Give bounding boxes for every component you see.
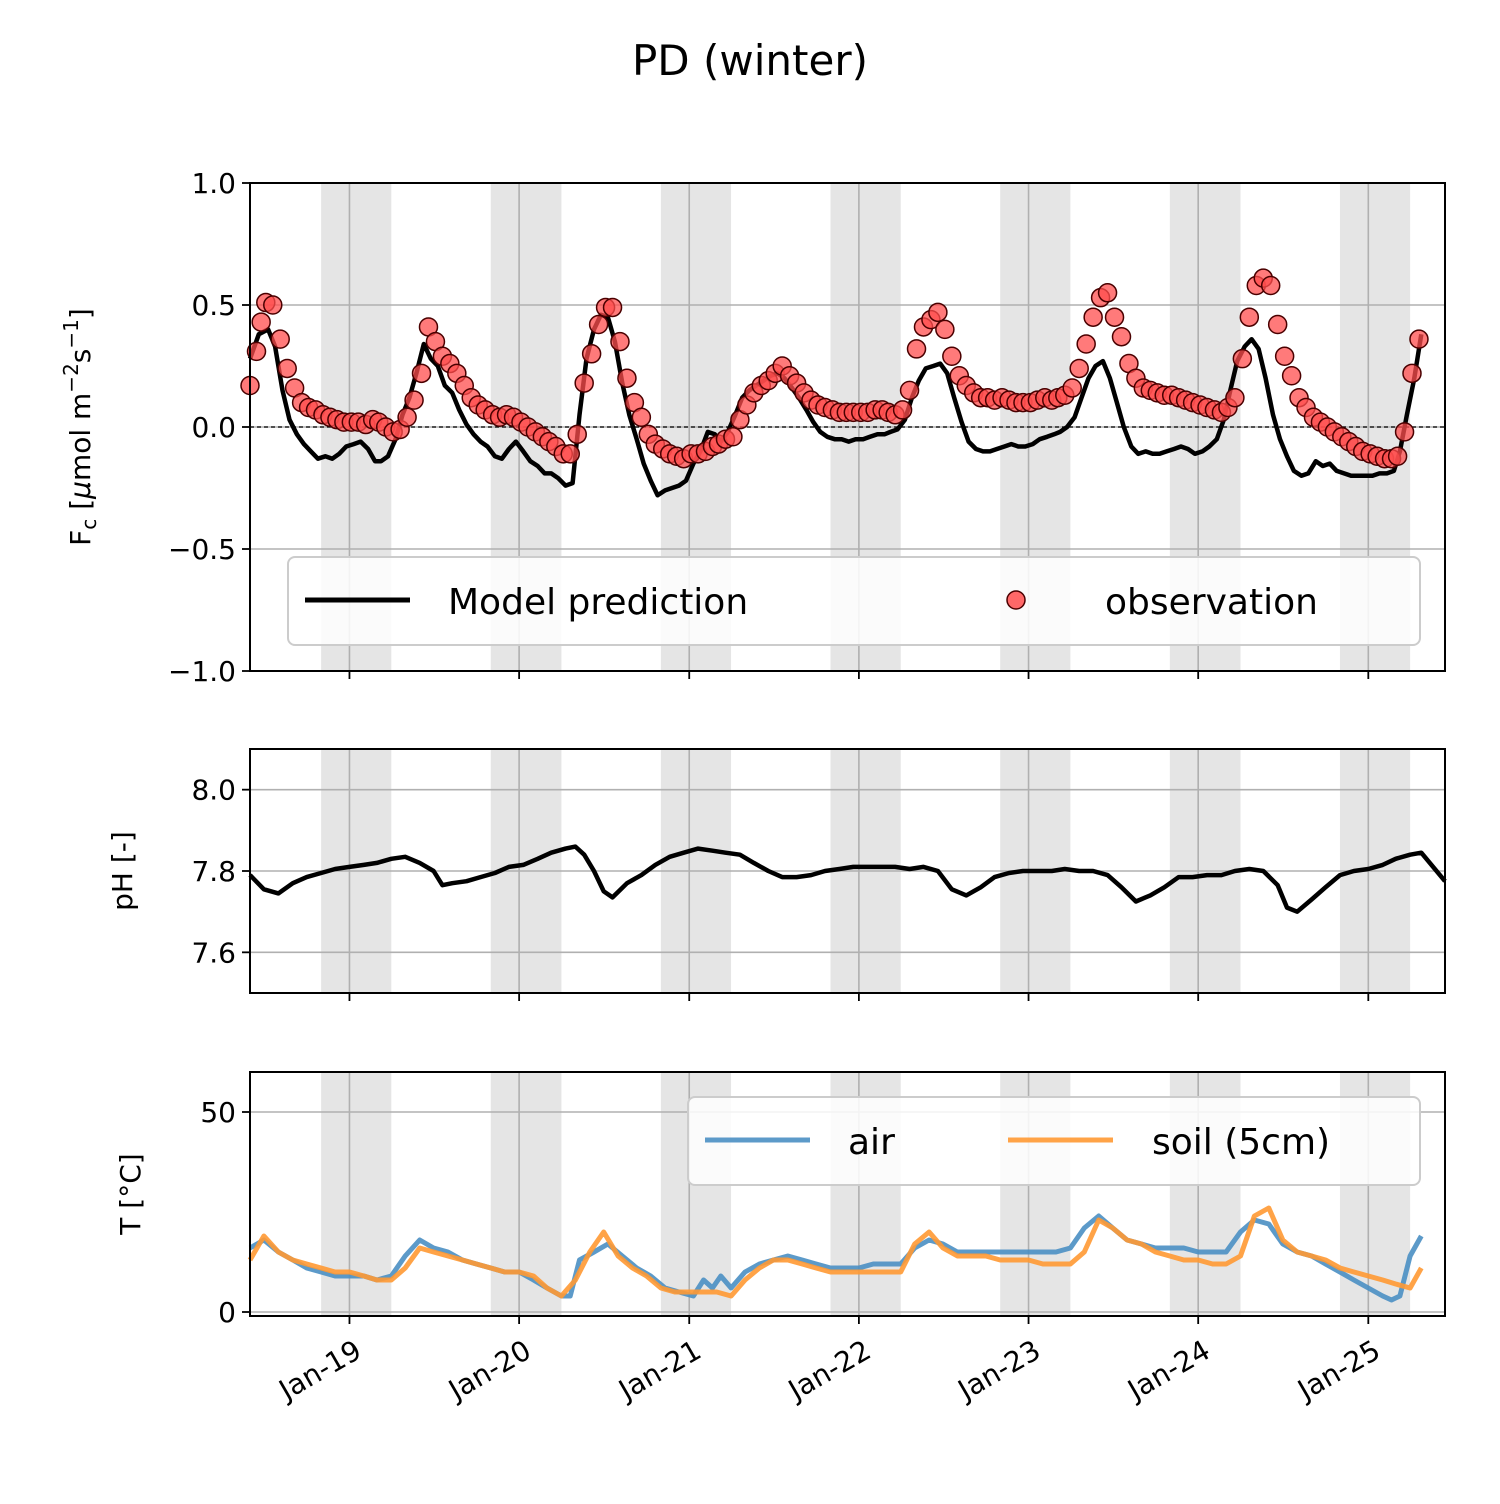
fc-observation-point-99	[935, 319, 955, 340]
fc-observation-point-148	[1281, 366, 1302, 386]
fc-panel: −1.0 −0.5 0.0 0.5 1.0 Fc [μmol m−2s−1] Model…	[59, 167, 1446, 688]
fc-observation-point-123	[1104, 307, 1125, 327]
temperature-legend-soil-label: soil (5cm)	[1152, 1122, 1330, 1163]
fc-observation-point-145	[1260, 275, 1281, 296]
fc-observation-point-94	[899, 380, 920, 401]
temperature-axes-frame	[249, 1071, 1446, 1317]
fc-observation-point-119	[1076, 334, 1096, 354]
fc-observation-point-50	[588, 314, 609, 335]
fc-observation-point-164	[1394, 422, 1415, 442]
temperature-legend: air soil (5cm)	[687, 1096, 1421, 1186]
fc-legend-box	[287, 556, 1421, 646]
fc-observation-point-163	[1387, 446, 1408, 467]
ph-series-0-line	[248, 844, 1447, 914]
fc-observation-point-140	[1225, 387, 1245, 408]
temperature-winter-band-1	[490, 1072, 562, 1316]
fc-observation-point-147	[1274, 346, 1295, 366]
fc-ytick-label-2: 0.0	[191, 411, 236, 444]
fc-observation-point-56	[631, 407, 652, 427]
fc-legend-observation-label: observation	[1105, 582, 1318, 623]
ph-ytick-label-1: 7.8	[191, 855, 236, 888]
fc-observation-point-120	[1083, 307, 1103, 327]
fc-observation-point-146	[1267, 314, 1288, 335]
fc-observation-point-5	[270, 329, 290, 349]
ph-ytick-label-0: 7.6	[191, 936, 236, 969]
fc-ytick-label-4: 1.0	[191, 167, 236, 200]
fc-observation-point-166	[1409, 329, 1429, 349]
fc-observation-point-47	[567, 424, 587, 445]
fc-observation-point-69	[723, 427, 743, 447]
ph-yticks: 7.6 7.8 8.0	[191, 774, 250, 969]
fc-observation-point-117	[1062, 378, 1082, 398]
fc-observation-point-23	[397, 407, 417, 427]
fc-observation-point-124	[1111, 326, 1132, 347]
fc-ytick-label-0: −1.0	[168, 655, 236, 688]
fc-observation-point-142	[1239, 307, 1260, 327]
fc-legend: Model prediction observation	[287, 556, 1421, 646]
fc-observation-point-118	[1069, 358, 1089, 379]
fc-observation-point-2	[251, 312, 271, 332]
fc-xticks	[348, 671, 1370, 679]
fc-series	[240, 268, 1429, 498]
fc-observation-point-165	[1402, 363, 1422, 384]
fc-observation-point-49	[581, 344, 602, 364]
fc-observation-point-1	[246, 341, 267, 362]
fc-observation-point-93	[892, 400, 913, 420]
fc-observation-point-100	[942, 346, 962, 366]
temperature-series	[247, 1205, 1424, 1303]
fc-observation-point-122	[1097, 283, 1118, 303]
temperature-soil-5cm-line	[247, 1205, 1424, 1299]
temperature-yticks: 0 50	[200, 1096, 250, 1329]
fc-observation-point-95	[906, 339, 927, 359]
temperature-ylabel: T [°C]	[114, 1153, 147, 1235]
ph-xticks	[348, 993, 1370, 1001]
fc-observation-point-54	[617, 368, 637, 388]
temperature-ytick-label-1: 50	[200, 1096, 236, 1129]
fc-yticks: −1.0 −0.5 0.0 0.5 1.0	[168, 167, 250, 688]
fc-observation-point-25	[411, 363, 432, 384]
fc-ylabel: Fc [μmol m−2s−1]	[59, 308, 101, 546]
fc-observation-point-4	[263, 295, 283, 315]
ph-ytick-label-2: 8.0	[191, 774, 236, 807]
ph-ylabel: pH [-]	[106, 831, 139, 911]
fc-observation-point-53	[610, 331, 630, 352]
fc-ytick-label-3: 0.5	[191, 289, 236, 322]
fc-legend-model-label: Model prediction	[448, 582, 748, 623]
fc-observation-point-48	[574, 373, 594, 393]
ph-panel: 7.6 7.8 8.0 pH [-]	[106, 748, 1447, 1001]
fc-observation-point-98	[928, 302, 948, 323]
temperature-legend-air-label: air	[848, 1122, 895, 1163]
temperature-ytick-label-0: 0	[218, 1296, 236, 1329]
fc-legend-observation-swatch	[1006, 590, 1026, 610]
ph-series	[248, 844, 1447, 914]
fc-observation-point-24	[404, 390, 424, 410]
fc-observation-point-141	[1232, 348, 1253, 369]
fc-observation-point-6	[277, 358, 297, 379]
fc-observation-point-52	[602, 297, 623, 318]
temperature-air-line	[248, 1213, 1424, 1303]
figure-title: PD (winter)	[632, 36, 868, 85]
fc-observation-point-46	[560, 444, 580, 464]
fc-ytick-label-1: −0.5	[168, 533, 236, 566]
